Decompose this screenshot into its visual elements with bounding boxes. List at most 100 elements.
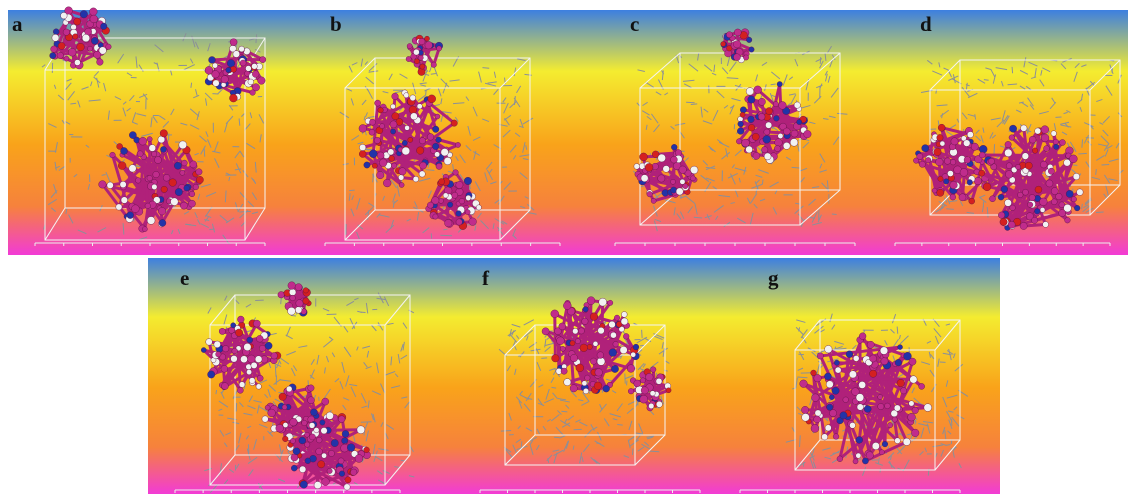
panel-label: e [180,266,189,290]
bond [771,84,776,85]
atom [158,207,166,215]
atom [959,194,966,201]
atom [338,416,345,423]
atom [850,422,856,428]
atom [58,42,65,49]
atom [932,188,937,193]
bond [897,327,898,334]
atom [1053,139,1058,144]
atom [288,307,296,315]
atom [407,43,412,48]
atom [379,159,387,167]
atom [758,98,765,105]
atom [634,164,640,170]
atom [832,387,839,394]
atom [246,369,251,374]
atom [859,381,866,388]
atom [127,212,134,219]
atom [290,438,295,443]
atom [1048,168,1054,174]
atom [934,148,942,156]
atom [783,128,790,135]
atom [1043,221,1049,227]
atom [801,406,808,413]
atom [369,150,377,158]
atom [221,383,228,390]
atom [938,176,943,181]
atom [419,171,425,177]
atom [764,153,771,160]
atom [74,60,80,66]
atom [814,416,821,423]
atom [131,205,139,213]
atom [305,458,311,464]
bond [70,103,76,104]
atom [938,124,945,131]
atom [240,356,247,363]
atom [74,18,81,25]
atom [316,437,322,443]
bond [561,411,567,412]
atom [748,96,755,103]
atom [328,450,334,456]
atom [641,387,648,394]
atom [597,357,605,365]
atom [1044,146,1050,152]
atom [278,291,285,298]
page: a b c d e f g (() => { const data = JSON… [0,0,1136,495]
bond [349,190,354,191]
atom [911,429,919,437]
atom [969,198,975,204]
bond [239,118,240,125]
atom [476,205,481,210]
atom [578,328,584,334]
atom [418,68,425,75]
bond [275,365,276,377]
atom [950,181,958,189]
atom [647,191,653,197]
atom [61,12,68,19]
atom [466,195,471,200]
atom [656,378,662,384]
atom [142,227,147,232]
atom [260,56,266,62]
stick [555,314,556,358]
atom [950,194,956,200]
atom [1054,144,1059,149]
atom [590,313,598,321]
atom [950,159,956,165]
atom [64,56,69,61]
atom [455,142,460,147]
atom [621,318,628,325]
atom [322,398,329,405]
atom [409,106,417,114]
atom [419,138,425,144]
atom [924,404,932,412]
atom [671,144,677,150]
atom [763,135,771,143]
atom [979,152,985,158]
atom [1025,162,1032,169]
atom [247,355,255,363]
atom [464,177,471,184]
atom [445,219,453,227]
atom [253,320,260,327]
atom [230,39,237,46]
atom [73,34,78,39]
atom [650,391,655,396]
atom [628,388,634,394]
atom [1001,186,1008,193]
atom [116,204,122,210]
atom [583,307,588,312]
bond [642,330,643,338]
atom [666,388,671,393]
atom [640,395,648,403]
atom [766,108,773,115]
atom [826,381,833,388]
atom [50,53,56,59]
atom [900,388,906,394]
panel-label: g [768,266,779,290]
atom [790,139,798,147]
atom [291,465,297,471]
atom [212,70,220,78]
